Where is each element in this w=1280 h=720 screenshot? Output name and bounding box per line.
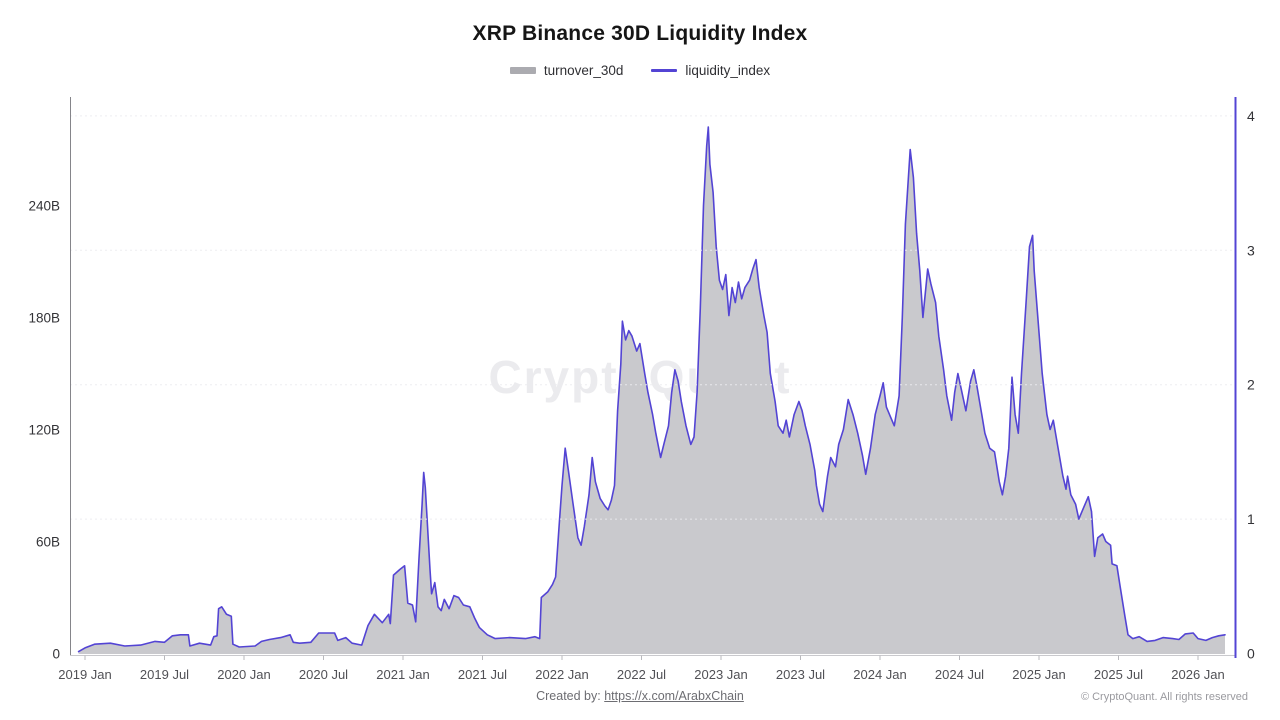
- y-right-tick-label: 0: [1247, 646, 1255, 662]
- x-axis-label: 2024 Jul: [935, 667, 984, 682]
- legend-label-liquidity: liquidity_index: [685, 63, 771, 78]
- legend-item-liquidity[interactable]: liquidity_index: [651, 63, 770, 78]
- x-axis-label: 2025 Jul: [1094, 667, 1143, 682]
- x-axis-label: 2023 Jul: [776, 667, 825, 682]
- legend-label-turnover: turnover_30d: [543, 63, 624, 78]
- y-right-tick-label: 4: [1247, 108, 1255, 124]
- x-axis-label: 2021 Jan: [376, 667, 430, 682]
- chart-legend: turnover_30d liquidity_index: [0, 63, 1280, 78]
- y-left-tick-label: 180B: [28, 311, 60, 326]
- chart-title: XRP Binance 30D Liquidity Index: [472, 22, 808, 45]
- x-axis-label: 2022 Jan: [535, 667, 589, 682]
- x-axis-label: 2020 Jul: [299, 667, 348, 682]
- created-by-label: Created by:: [536, 689, 601, 703]
- liquidity-swatch-icon: [651, 69, 678, 72]
- y-right-tick-label: 3: [1247, 242, 1255, 258]
- x-axis-label: 2019 Jul: [140, 667, 189, 682]
- x-axis-label: 2022 Jul: [617, 667, 666, 682]
- x-axis-label: 2020 Jan: [217, 667, 271, 682]
- y-right-tick-label: 2: [1247, 377, 1255, 393]
- x-axis-label: 2025 Jan: [1012, 667, 1066, 682]
- turnover-area-series: [78, 127, 1226, 655]
- y-left-tick-label: 120B: [28, 423, 60, 438]
- creator-link[interactable]: https://x.com/ArabxChain: [604, 689, 744, 703]
- x-axis-label: 2021 Jul: [458, 667, 507, 682]
- liquidity-index-line-series: [77, 126, 1226, 653]
- x-axis-label: 2024 Jan: [853, 667, 907, 682]
- x-axis-label: 2019 Jan: [58, 667, 112, 682]
- y-left-tick-label: 0: [52, 647, 60, 662]
- turnover-swatch-icon: [509, 67, 536, 74]
- legend-item-turnover[interactable]: turnover_30d: [509, 63, 624, 78]
- y-left-tick-label: 60B: [36, 535, 60, 550]
- y-left-tick-label: 240B: [28, 199, 60, 214]
- copyright-text: © CryptoQuant. All rights reserved: [1080, 691, 1248, 703]
- x-axis-label: 2026 Jan: [1171, 667, 1225, 682]
- created-by: Created by: https://x.com/ArabxChain: [0, 689, 1280, 703]
- y-right-tick-label: 1: [1247, 511, 1255, 527]
- x-axis-label: 2023 Jan: [694, 667, 748, 682]
